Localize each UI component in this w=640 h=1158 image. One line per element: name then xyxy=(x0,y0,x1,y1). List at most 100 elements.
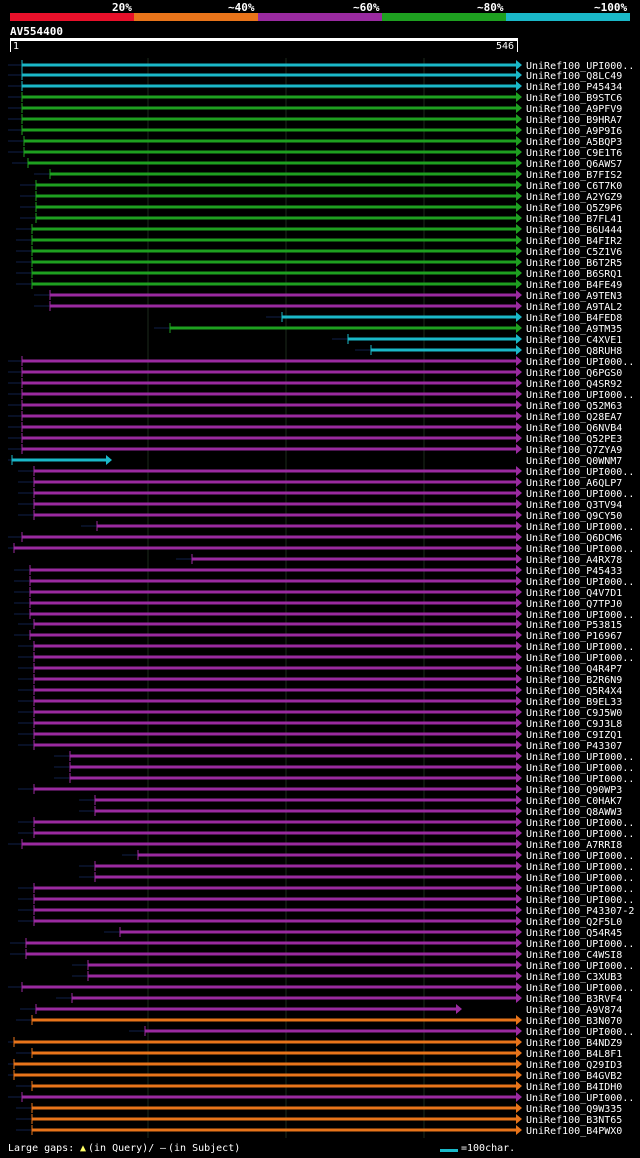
hit-label[interactable]: UniRef100_Q2F5L0 xyxy=(526,917,622,928)
hit-label[interactable]: UniRef100_Q54R45 xyxy=(526,928,622,939)
hit-row[interactable]: UniRef100_P45433 xyxy=(14,565,622,577)
hit-label[interactable]: UniRef100_Q90WP3 xyxy=(526,785,622,796)
hit-label[interactable]: UniRef100_Q8RUH8 xyxy=(526,346,622,357)
hit-label[interactable]: UniRef100_B7FIS2 xyxy=(526,170,622,181)
hit-bar[interactable] xyxy=(24,139,516,143)
hit-label[interactable]: UniRef100_Q7TPJ0 xyxy=(526,599,622,610)
hit-bar[interactable] xyxy=(145,1029,516,1033)
hit-bar[interactable] xyxy=(22,128,516,132)
hit-label[interactable]: UniRef100_UPI000.. xyxy=(526,752,634,763)
hit-bar[interactable] xyxy=(34,820,516,824)
hit-row[interactable]: UniRef100_C5Z1V6 xyxy=(16,246,622,258)
hit-label[interactable]: UniRef100_A2YGZ9 xyxy=(526,192,622,203)
hit-bar[interactable] xyxy=(32,271,516,275)
hit-row[interactable]: UniRef100_UPI000.. xyxy=(10,938,634,950)
hit-row[interactable]: UniRef100_Q6AWS7 xyxy=(12,158,622,170)
hit-row[interactable]: UniRef100_B9STC6 xyxy=(8,92,622,104)
hit-label[interactable]: UniRef100_UPI000.. xyxy=(526,818,634,829)
hit-row[interactable]: UniRef100_Q5R4X4 xyxy=(18,685,622,697)
hit-label[interactable]: UniRef100_UPI000.. xyxy=(526,884,634,895)
hit-row[interactable]: UniRef100_B4FE49 xyxy=(16,279,622,291)
hit-row[interactable]: UniRef100_B6SRQ1 xyxy=(16,268,622,280)
hit-label[interactable]: UniRef100_B4FIR2 xyxy=(526,236,622,247)
hit-row[interactable]: UniRef100_A9V874 xyxy=(20,1004,622,1016)
hit-label[interactable]: UniRef100_UPI000.. xyxy=(526,873,634,884)
hit-label[interactable]: UniRef100_UPI000.. xyxy=(526,522,634,533)
hit-label[interactable]: UniRef100_C9E1T6 xyxy=(526,148,622,159)
hit-label[interactable]: UniRef100_C9J5W0 xyxy=(526,708,622,719)
hit-label[interactable]: UniRef100_C0HAK7 xyxy=(526,796,622,807)
hit-bar[interactable] xyxy=(34,480,516,484)
hit-row[interactable]: UniRef100_Q6DCM6 xyxy=(8,532,622,544)
hit-row[interactable]: UniRef100_UPI000.. xyxy=(18,828,634,840)
hit-bar[interactable] xyxy=(30,568,516,572)
hit-bar[interactable] xyxy=(22,95,516,99)
hit-label[interactable]: UniRef100_C4WSI8 xyxy=(526,950,622,961)
hit-label[interactable]: UniRef100_Q9CY50 xyxy=(526,511,622,522)
hit-label[interactable]: UniRef100_UPI000.. xyxy=(526,851,634,862)
hit-row[interactable]: UniRef100_Q0WNM7 xyxy=(8,455,622,467)
hit-bar[interactable] xyxy=(22,1095,516,1099)
hit-bar[interactable] xyxy=(36,183,516,187)
hit-row[interactable]: UniRef100_UPI000.. xyxy=(54,751,634,763)
hit-label[interactable]: UniRef100_B6SRQ1 xyxy=(526,269,622,280)
hit-bar[interactable] xyxy=(30,601,516,605)
hit-row[interactable]: UniRef100_P45434 xyxy=(8,81,622,93)
hit-bar[interactable] xyxy=(26,941,516,945)
hit-bar[interactable] xyxy=(30,590,516,594)
hit-row[interactable]: UniRef100_C3XUB3 xyxy=(72,971,622,983)
hit-row[interactable]: UniRef100_Q90WP3 xyxy=(18,784,622,796)
hit-bar[interactable] xyxy=(22,414,516,418)
hit-row[interactable]: UniRef100_Q4R4P7 xyxy=(18,663,622,675)
hit-label[interactable]: UniRef100_B3NT65 xyxy=(526,1115,622,1126)
hit-bar[interactable] xyxy=(34,491,516,495)
hit-bar[interactable] xyxy=(371,348,516,352)
hit-label[interactable]: UniRef100_A4RX78 xyxy=(526,555,622,566)
hit-label[interactable]: UniRef100_P43307-2 xyxy=(526,906,634,917)
hit-label[interactable]: UniRef100_UPI000.. xyxy=(526,357,634,368)
hit-label[interactable]: UniRef100_Q29ID3 xyxy=(526,1060,622,1071)
hit-label[interactable]: UniRef100_B7FL41 xyxy=(526,214,622,225)
hit-row[interactable]: UniRef100_A4RX78 xyxy=(176,554,622,566)
hit-label[interactable]: UniRef100_A9V874 xyxy=(526,1005,622,1016)
hit-label[interactable]: UniRef100_B6T2R5 xyxy=(526,258,622,269)
hit-bar[interactable] xyxy=(32,227,516,231)
hit-label[interactable]: UniRef100_B6U444 xyxy=(526,225,622,236)
hit-bar[interactable] xyxy=(34,699,516,703)
hit-bar[interactable] xyxy=(24,150,516,154)
hit-bar[interactable] xyxy=(34,469,516,473)
hit-bar[interactable] xyxy=(32,260,516,264)
hit-row[interactable]: UniRef100_Q9CY50 xyxy=(18,510,622,522)
hit-label[interactable]: UniRef100_UPI000.. xyxy=(526,390,634,401)
hit-label[interactable]: UniRef100_P45433 xyxy=(526,566,622,577)
hit-row[interactable]: UniRef100_B4NDZ9 xyxy=(8,1037,622,1049)
hit-bar[interactable] xyxy=(50,293,516,297)
hit-label[interactable]: UniRef100_Q6PGS0 xyxy=(526,368,622,379)
hit-row[interactable]: UniRef100_UPI000.. xyxy=(18,817,634,829)
hit-label[interactable]: UniRef100_UPI000.. xyxy=(526,653,634,664)
hit-bar[interactable] xyxy=(95,864,516,868)
hit-label[interactable]: UniRef100_C3XUB3 xyxy=(526,972,622,983)
hit-label[interactable]: UniRef100_UPI000.. xyxy=(526,961,634,972)
hit-label[interactable]: UniRef100_UPI000.. xyxy=(526,610,634,621)
hit-row[interactable]: UniRef100_Q5Z9P6 xyxy=(20,202,622,214)
hit-row[interactable]: UniRef100_Q54R45 xyxy=(104,927,622,939)
hit-row[interactable]: UniRef100_Q8RUH8 xyxy=(355,345,622,357)
hit-label[interactable]: UniRef100_C9IZQ1 xyxy=(526,730,622,741)
hit-row[interactable]: UniRef100_C6T7K0 xyxy=(20,180,622,192)
hit-bar[interactable] xyxy=(22,425,516,429)
hit-row[interactable]: UniRef100_UPI000.. xyxy=(18,641,634,653)
hit-label[interactable]: UniRef100_B4PWX0 xyxy=(526,1126,622,1137)
hit-row[interactable]: UniRef100_C0HAK7 xyxy=(79,795,622,807)
hit-bar[interactable] xyxy=(36,194,516,198)
hit-label[interactable]: UniRef100_B3N070 xyxy=(526,1016,622,1027)
hit-bar[interactable] xyxy=(120,930,516,934)
hit-row[interactable]: UniRef100_A9P9I6 xyxy=(8,125,622,137)
hit-label[interactable]: UniRef100_UPI000.. xyxy=(526,1093,634,1104)
hit-row[interactable]: UniRef100_UPI000.. xyxy=(81,521,634,533)
hit-label[interactable]: UniRef100_Q0WNM7 xyxy=(526,456,622,467)
hit-bar[interactable] xyxy=(22,535,516,539)
hit-row[interactable]: UniRef100_C4WSI8 xyxy=(10,949,622,961)
hit-bar[interactable] xyxy=(95,798,516,802)
hit-row[interactable]: UniRef100_Q2F5L0 xyxy=(18,916,622,928)
